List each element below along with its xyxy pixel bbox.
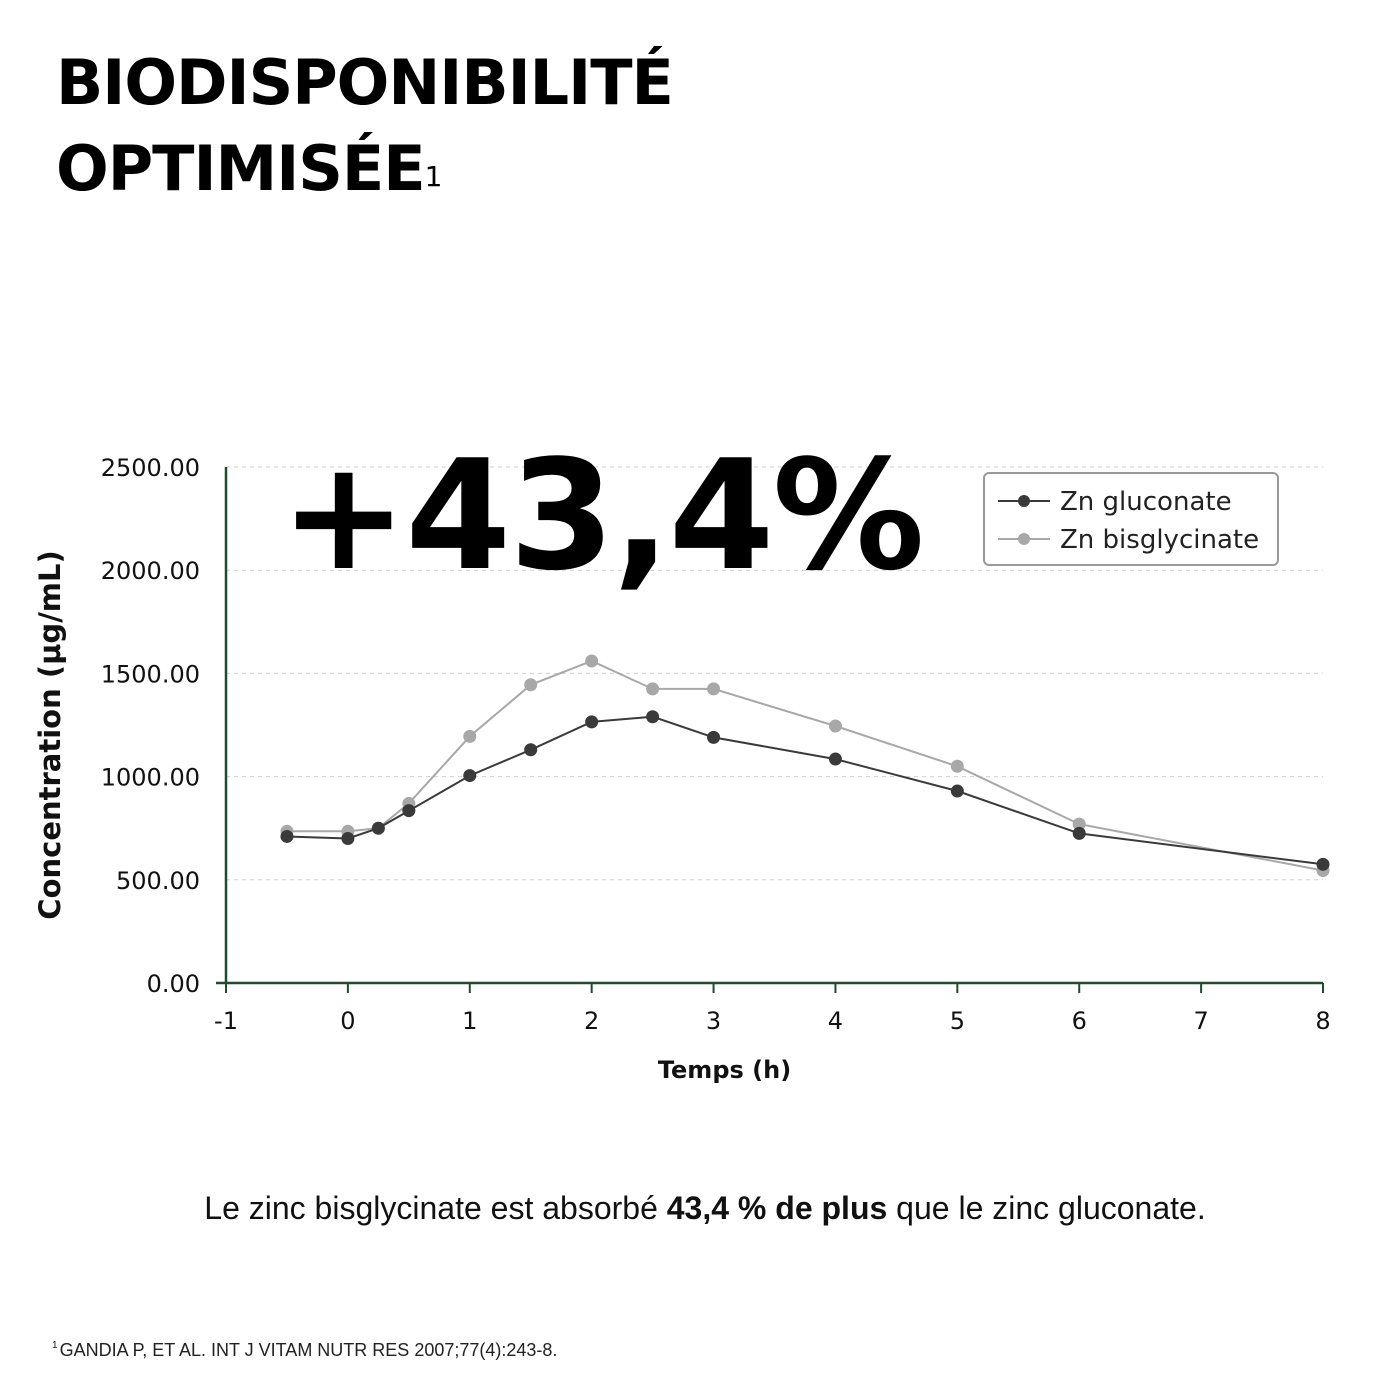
footnote-text: GANDIA P, ET AL. INT J VITAM NUTR RES 20… [59,1340,558,1360]
data-point [707,730,721,744]
data-point [828,752,842,766]
footnote: 1 GANDIA P, ET AL. INT J VITAM NUTR RES 2… [52,1340,557,1361]
data-point [1072,826,1086,840]
y-tick-label: 1000.00 [101,764,200,792]
x-tick-label: 6 [1072,1007,1087,1035]
data-point [950,759,964,773]
data-point [524,743,538,757]
y-tick-label: 500.00 [116,867,200,895]
legend-label: Zn gluconate [1060,487,1232,517]
data-point [1072,817,1086,831]
y-axis-label: Concentration (µg/mL) [33,550,67,919]
series-line-0 [286,715,1324,866]
title-reference: 1 [424,160,443,193]
title-line-2: OPTIMISÉE [56,132,426,205]
y-tick-label: 0.00 [147,970,200,998]
legend-box [983,472,1279,566]
x-tick-label: 5 [950,1007,965,1035]
data-point [585,654,599,668]
y-tick-label: 2500.00 [101,454,200,482]
data-point [341,832,355,846]
chart: 0.00 500.00 1000.00 1500.00 2000.00 2500.00 -1… [0,420,1400,1120]
y-tick-label: 2000.00 [101,557,200,585]
data-point [524,678,538,692]
y-tick-label: 1500.00 [101,660,200,688]
x-tick-label: 8 [1315,1007,1330,1035]
data-point [1316,857,1330,871]
x-axis-label: Temps (h) [658,1056,791,1084]
data-point [828,719,842,733]
highlight-annotation: +43,4% [280,427,923,604]
data-point [646,710,660,724]
data-point [371,821,385,835]
footnote-ref: 1 [52,1340,58,1351]
legend-label: Zn bisglycinate [1060,525,1259,555]
legend-marker [1018,533,1030,545]
data-point [950,784,964,798]
data-point [707,682,721,696]
caption: Le zinc bisglycinate est absorbé 43,4 % … [0,1190,1400,1227]
x-tick-label: -1 [214,1007,238,1035]
data-point [463,769,477,783]
series-line-1 [286,659,1324,872]
data-point [402,804,416,818]
page-title: BIODISPONIBILITÉ OPTIMISÉE1 [56,40,674,212]
data-point [280,829,294,843]
chart-svg: 0.00 500.00 1000.00 1500.00 2000.00 2500.00 -1… [33,427,1331,1084]
caption-bold: 43,4 % de plus [666,1190,888,1226]
legend-marker [1018,495,1030,507]
x-tick-label: 1 [462,1007,477,1035]
data-point [585,715,599,729]
x-tick-label: 4 [828,1007,843,1035]
x-tick-label: 3 [706,1007,721,1035]
data-point [646,682,660,696]
caption-prefix: Le zinc bisglycinate est absorbé [204,1190,667,1226]
x-tick-label: 2 [584,1007,599,1035]
data-point [463,729,477,743]
x-tick-label: 7 [1193,1007,1208,1035]
title-line-1: BIODISPONIBILITÉ [56,46,674,119]
caption-suffix: que le zinc gluconate. [887,1190,1206,1226]
x-tick-label: 0 [340,1007,355,1035]
